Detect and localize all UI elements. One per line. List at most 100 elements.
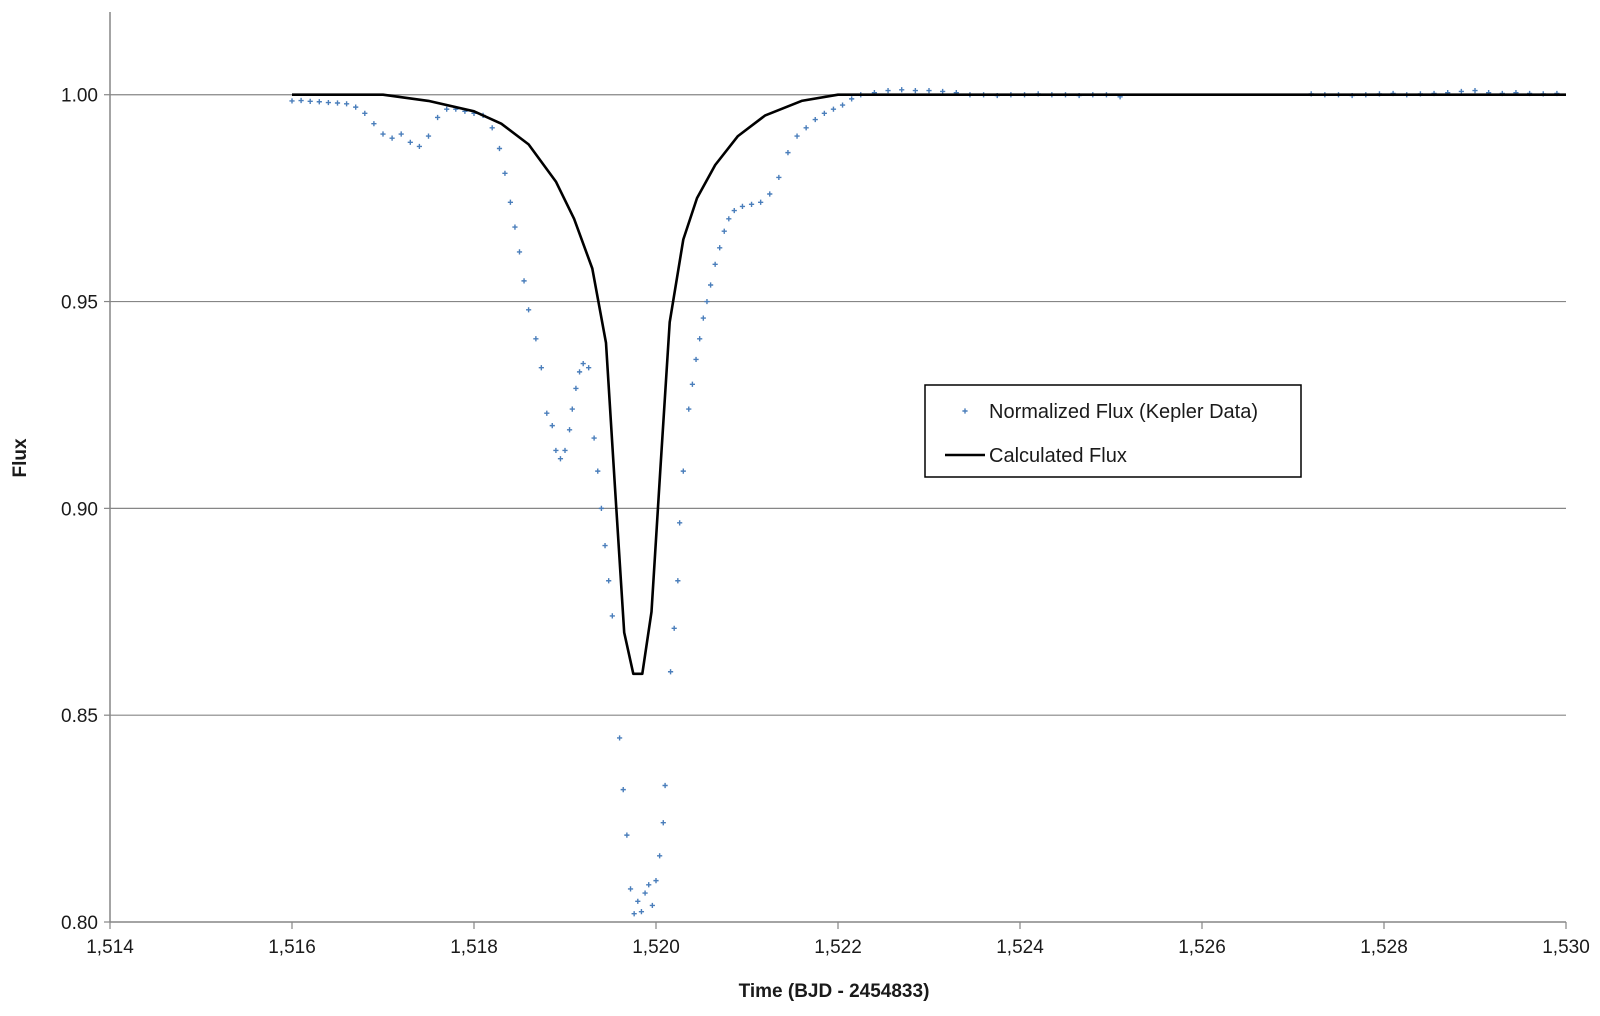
y-tick-label: 1.00 [61, 86, 98, 107]
kepler-data-point [812, 116, 818, 123]
kepler-data-point [680, 468, 686, 474]
kepler-data-point [830, 106, 837, 112]
kepler-data-point [298, 97, 304, 104]
kepler-data-point [708, 282, 714, 288]
legend-label-kepler: Normalized Flux (Kepler Data) [989, 401, 1258, 423]
kepler-data-point [562, 447, 568, 454]
kepler-data-point [899, 87, 905, 93]
legend-box [924, 384, 1302, 478]
kepler-data-point [609, 613, 615, 619]
kepler-data-point [598, 505, 604, 511]
kepler-data-point [748, 201, 755, 207]
y-tick-label: 0.95 [61, 293, 98, 314]
kepler-data-point [334, 100, 341, 106]
kepler-data-point [940, 88, 946, 95]
kepler-data-point [425, 133, 432, 139]
kepler-data-point [507, 199, 513, 205]
y-tick-label: 0.85 [61, 706, 98, 727]
y-axis-title: Flux [10, 438, 31, 477]
kepler-data-point [521, 278, 527, 284]
kepler-data-point [591, 435, 597, 441]
kepler-data-point [662, 782, 668, 789]
kepler-data-point [712, 261, 718, 267]
kepler-data-point [617, 735, 623, 741]
kepler-data-point [686, 406, 692, 412]
x-tick-label: 1,520 [632, 937, 680, 958]
kepler-data-point [849, 96, 855, 102]
kepler-data-point [649, 902, 655, 909]
kepler-data-point [620, 787, 626, 793]
kepler-data-point [785, 150, 791, 156]
kepler-data-point [576, 369, 583, 375]
kepler-data-point [803, 125, 809, 131]
x-tick-label: 1,522 [814, 937, 862, 958]
kepler-data-point [516, 249, 523, 255]
kepler-data-point [758, 199, 764, 205]
kepler-data-point [1458, 88, 1464, 95]
kepler-data-point [496, 145, 503, 152]
kepler-data-point [671, 625, 677, 631]
kepler-data-point [371, 121, 377, 127]
kepler-data-point [717, 245, 723, 251]
kepler-data-point [642, 890, 648, 896]
legend: Normalized Flux (Kepler Data) Calculated… [924, 384, 1302, 478]
kepler-data-point [675, 578, 681, 584]
kepler-data-point [627, 886, 634, 892]
kepler-data-point [912, 87, 918, 94]
kepler-data-point [631, 911, 637, 917]
kepler-data-point [660, 820, 666, 826]
kepler-data-point [586, 365, 592, 371]
x-tick-label: 1,524 [996, 937, 1044, 958]
kepler-data-point [444, 106, 450, 112]
legend-scatter-marker [962, 408, 968, 414]
x-tick-label: 1,516 [268, 937, 316, 958]
kepler-data-point [526, 307, 532, 313]
kepler-data-point [926, 87, 932, 94]
kepler-data-point [489, 125, 495, 131]
kepler-data-point [380, 131, 386, 137]
kepler-data-point [389, 135, 395, 141]
kepler-data-point [653, 878, 659, 884]
kepler-data-point [885, 87, 891, 94]
kepler-data-point [435, 114, 441, 121]
kepler-data-point [502, 170, 508, 176]
kepler-data-point [700, 315, 706, 321]
kepler-data-point [353, 104, 359, 110]
kepler-data-point [325, 99, 331, 106]
kepler-data-point [602, 542, 608, 549]
x-tick-label: 1,514 [86, 937, 134, 958]
kepler-data-point [553, 447, 559, 454]
kepler-data-point [657, 853, 663, 859]
kepler-data-point [821, 110, 827, 116]
kepler-data-point [569, 406, 575, 412]
calculated-flux-path [292, 93, 1566, 676]
kepler-data-point [776, 174, 782, 181]
kepler-data-point [549, 423, 555, 429]
kepler-data-point [731, 207, 737, 214]
kepler-data-point [704, 298, 710, 305]
x-tick-label: 1,518 [450, 937, 498, 958]
x-axis-title: Time (BJD - 2454833) [739, 981, 930, 1002]
kepler-data-point [307, 98, 313, 104]
kepler-data-point [624, 832, 630, 838]
kepler-data-point [635, 898, 641, 904]
kepler-data-point [726, 216, 732, 222]
x-tick-label: 1,528 [1360, 937, 1408, 958]
kepler-data-point [693, 356, 699, 363]
y-tick-label: 0.80 [61, 913, 98, 934]
kepler-data-point [512, 224, 518, 230]
x-tick-label: 1,526 [1178, 937, 1226, 958]
kepler-data-point [538, 365, 544, 371]
kepler-data-point [595, 468, 601, 474]
kepler-data-point [638, 909, 645, 915]
kepler-data-point [316, 99, 322, 105]
legend-plus-glyph [962, 408, 968, 414]
gridlines [110, 94, 1566, 716]
x-tick-label: 1,530 [1542, 937, 1590, 958]
x-tick-labels: 1,514 1,516 1,518 1,520 1,522 1,524 1,526 1,528… [86, 937, 1590, 958]
kepler-data-point [677, 520, 683, 526]
kepler-data-point [407, 139, 413, 145]
kepler-data-points [289, 87, 1560, 917]
kepler-data-point [362, 110, 368, 116]
